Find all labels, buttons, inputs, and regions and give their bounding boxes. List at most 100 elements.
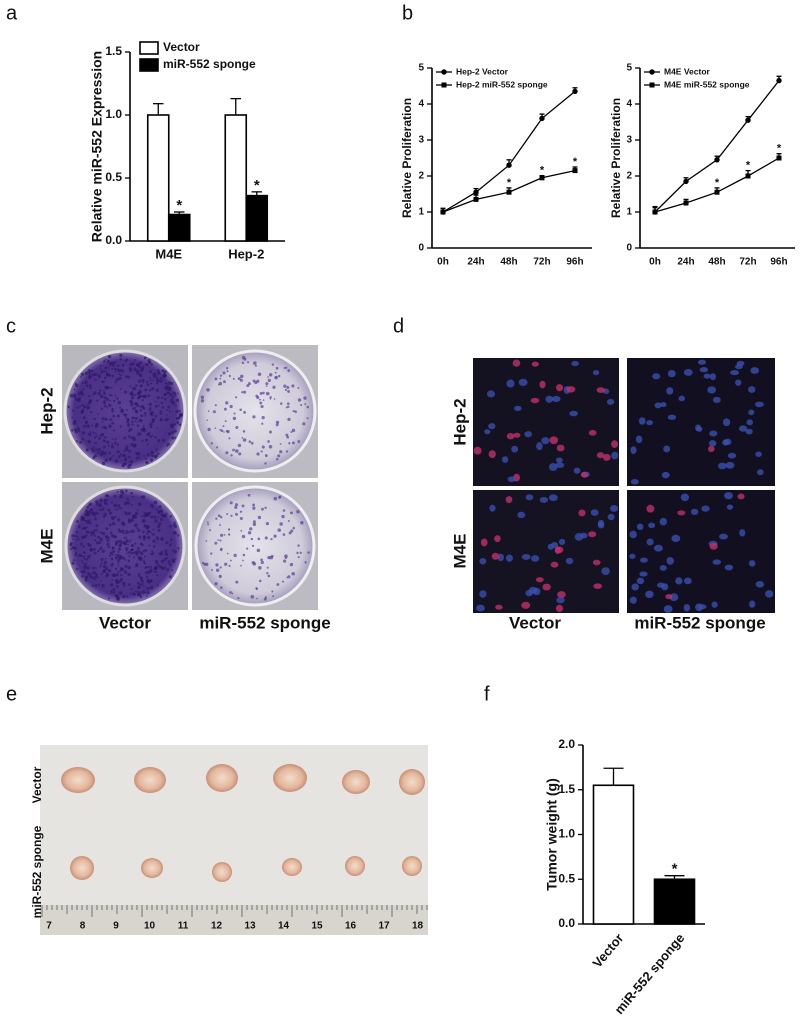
colony (119, 388, 122, 390)
colony (101, 433, 105, 436)
colony (300, 520, 304, 525)
colony (274, 371, 277, 374)
colony (130, 543, 135, 548)
colony (83, 555, 86, 558)
colony (218, 574, 222, 579)
nucleus (489, 504, 496, 512)
colony (78, 538, 81, 541)
colony (86, 384, 89, 387)
colony (119, 591, 123, 595)
colony (289, 562, 294, 567)
nucleus (592, 559, 601, 566)
x-tick-label: 72h (739, 257, 756, 268)
y-tick-label: 5 (626, 63, 632, 74)
colony (169, 423, 174, 428)
bar (592, 784, 635, 925)
nucleus (566, 386, 576, 393)
colony (160, 401, 164, 405)
colony (155, 560, 159, 564)
nucleus (486, 390, 496, 398)
nucleus (703, 373, 711, 379)
colony (131, 420, 134, 424)
colony (178, 409, 181, 413)
colony (110, 557, 114, 561)
colony (176, 421, 180, 424)
nucleus (556, 384, 564, 392)
significance: * (507, 177, 512, 189)
nucleus (646, 504, 655, 513)
colony (149, 585, 154, 590)
colony (265, 382, 269, 386)
colony (100, 580, 102, 582)
colony (101, 380, 105, 384)
nucleus (635, 435, 643, 444)
row-label: M4E (450, 534, 469, 569)
colony (146, 529, 151, 534)
colony (297, 544, 300, 547)
colony (125, 530, 129, 534)
colony (72, 393, 77, 398)
colony (130, 551, 134, 555)
colony (114, 459, 119, 463)
colony (268, 430, 272, 434)
nucleus (755, 580, 765, 588)
marker (539, 115, 545, 122)
colony (70, 548, 73, 551)
colony (82, 551, 86, 554)
colony (131, 529, 135, 533)
colony (165, 408, 168, 411)
colony (116, 450, 120, 454)
colony (114, 554, 117, 557)
colony (113, 367, 117, 371)
colony (129, 400, 134, 404)
colony (143, 562, 147, 565)
colony (279, 443, 282, 445)
tumor (402, 856, 422, 876)
y-axis-label: Relative Proliferation (400, 98, 414, 218)
colony (252, 379, 256, 383)
colony (128, 435, 131, 439)
colony (120, 529, 125, 534)
colony (128, 551, 131, 554)
colony (259, 401, 263, 405)
colony (116, 508, 119, 511)
colony (81, 527, 84, 530)
colony (114, 441, 117, 445)
nucleus (711, 601, 718, 608)
colony (99, 508, 102, 512)
nucleus (748, 409, 755, 416)
colony (270, 538, 273, 541)
colony (153, 515, 157, 519)
colony (286, 435, 290, 439)
colony (129, 369, 133, 372)
colony (71, 534, 75, 538)
tumor-photo (40, 745, 428, 935)
colony (272, 385, 276, 389)
colony (144, 457, 148, 460)
legend-label: M4E Vector (664, 66, 711, 76)
colony (92, 450, 95, 453)
colony (108, 523, 112, 526)
nucleus (597, 521, 605, 529)
nucleus (696, 426, 703, 432)
x-tick-label: Vector (589, 930, 626, 970)
colony (87, 510, 92, 514)
colony (89, 575, 93, 579)
colony (156, 396, 160, 400)
colony (118, 530, 122, 533)
colony (130, 539, 132, 541)
colony (140, 414, 144, 418)
nucleus (539, 380, 546, 389)
colony (98, 436, 101, 440)
colony (158, 371, 161, 374)
colony (102, 360, 105, 363)
colony (108, 451, 111, 455)
colony (247, 493, 251, 497)
colony (219, 374, 223, 377)
colony (143, 356, 147, 360)
colony (264, 462, 267, 465)
colony (277, 454, 281, 458)
colony (86, 424, 90, 428)
colony (110, 516, 115, 520)
nucleus (601, 567, 610, 575)
